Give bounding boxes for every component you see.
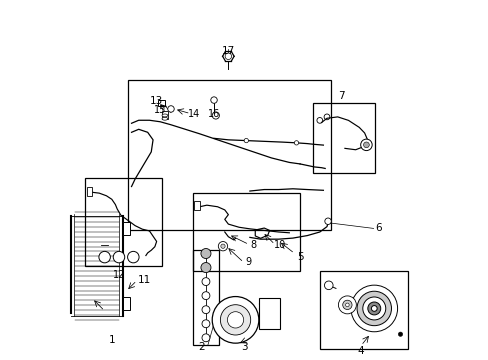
Bar [258, 298, 280, 329]
Circle shape [202, 306, 209, 314]
Circle shape [221, 244, 224, 248]
Bar [128, 80, 330, 230]
Text: 5: 5 [296, 252, 303, 262]
Text: 7: 7 [337, 91, 344, 101]
Bar [194, 201, 200, 210]
Circle shape [342, 300, 351, 310]
Circle shape [324, 281, 332, 290]
Circle shape [294, 141, 298, 145]
Circle shape [210, 97, 217, 103]
Text: 8: 8 [250, 239, 256, 249]
Circle shape [316, 117, 322, 123]
Circle shape [167, 106, 174, 112]
Circle shape [202, 278, 209, 285]
Bar [312, 103, 375, 173]
Circle shape [201, 262, 210, 273]
Text: 3: 3 [241, 342, 247, 352]
Circle shape [363, 142, 368, 148]
Text: 15: 15 [154, 105, 166, 115]
Circle shape [212, 112, 219, 119]
Circle shape [224, 53, 231, 59]
Text: 14: 14 [188, 109, 200, 119]
Text: 1: 1 [108, 334, 115, 345]
Circle shape [362, 297, 385, 320]
Text: 9: 9 [244, 257, 251, 267]
Circle shape [212, 297, 258, 343]
Circle shape [345, 303, 348, 307]
Circle shape [202, 334, 209, 342]
Text: 2: 2 [198, 342, 204, 352]
Ellipse shape [162, 117, 167, 120]
Circle shape [324, 218, 330, 225]
Circle shape [324, 114, 329, 120]
Text: 10: 10 [274, 239, 286, 249]
Circle shape [113, 251, 124, 263]
Text: 17: 17 [221, 46, 235, 56]
Circle shape [220, 305, 250, 335]
Bar [86, 187, 92, 196]
Circle shape [99, 251, 110, 263]
Bar [122, 297, 130, 310]
Circle shape [127, 251, 139, 263]
Text: 11: 11 [137, 275, 150, 285]
Circle shape [202, 292, 209, 300]
Text: 13: 13 [150, 96, 163, 106]
Circle shape [202, 320, 209, 328]
Circle shape [367, 302, 380, 315]
Text: 12: 12 [113, 270, 125, 280]
Bar [192, 193, 300, 271]
Bar [158, 100, 164, 106]
Bar [192, 250, 219, 345]
Circle shape [338, 296, 356, 314]
Circle shape [356, 291, 391, 326]
Ellipse shape [162, 114, 167, 117]
Text: 16: 16 [207, 109, 220, 119]
Bar [85, 178, 162, 266]
Circle shape [398, 332, 402, 336]
Circle shape [218, 242, 227, 251]
Bar [162, 111, 167, 119]
Circle shape [360, 139, 371, 150]
Text: 4: 4 [357, 346, 364, 356]
Circle shape [350, 285, 397, 332]
Circle shape [244, 139, 248, 143]
Bar [122, 222, 130, 235]
Circle shape [227, 312, 243, 328]
Circle shape [371, 306, 376, 311]
Bar [319, 271, 407, 348]
Text: 6: 6 [375, 224, 382, 233]
Circle shape [201, 248, 210, 258]
